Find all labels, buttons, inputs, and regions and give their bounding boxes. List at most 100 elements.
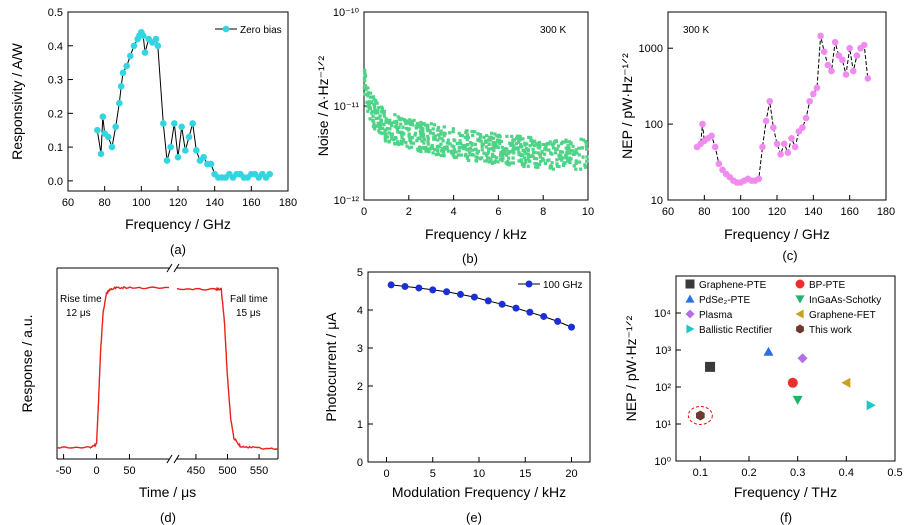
data-point: [470, 152, 475, 157]
legend-entry: Graphene-PTE: [699, 280, 767, 291]
data-point: [510, 161, 514, 165]
data-point: [517, 139, 521, 143]
data-point: [525, 147, 529, 151]
data-point: [503, 149, 507, 153]
data-point: [523, 141, 527, 145]
data-point: [464, 129, 468, 133]
data-point: [564, 138, 568, 142]
data-point: [482, 135, 486, 139]
data-point: [568, 151, 572, 155]
data-point: [363, 74, 368, 78]
data-point: [376, 110, 380, 115]
data-point: [367, 103, 371, 108]
data-point: [185, 133, 193, 141]
data-point: [529, 136, 533, 140]
data-point: [571, 152, 576, 157]
data-point: [119, 69, 127, 77]
data-point: [182, 147, 189, 154]
legend-marker: [685, 309, 695, 319]
data-point: [401, 131, 405, 135]
data-point: [515, 136, 519, 140]
data-point: [382, 122, 386, 127]
data-point: [540, 149, 544, 153]
data-point: [580, 146, 584, 150]
data-point: [549, 164, 553, 169]
data-point: [393, 113, 397, 117]
data-point: [555, 158, 559, 162]
data-point: [380, 107, 385, 111]
x-tick-label: 80: [698, 206, 710, 218]
data-point: [379, 131, 383, 135]
data-point: [474, 159, 479, 163]
data-point: [564, 156, 569, 160]
data-point: [422, 135, 426, 139]
data-point: [374, 124, 379, 128]
data-point: [513, 147, 518, 151]
data-point: [524, 160, 528, 164]
plot-frame: [363, 11, 589, 201]
data-point: [487, 160, 491, 164]
y-tick-label: 0.2: [48, 108, 63, 120]
data-point: [485, 134, 489, 138]
data-point: [504, 161, 508, 165]
data-point: [418, 146, 423, 150]
y-axis-label: Photocurrent / μA: [323, 312, 339, 422]
data-point: [538, 144, 542, 148]
data-point: [484, 297, 492, 305]
legend-entry: PdSe₂-PTE: [699, 295, 750, 306]
data-point: [526, 154, 531, 158]
data-point: [390, 137, 394, 141]
data-point: [802, 114, 810, 122]
data-point: [557, 153, 561, 157]
data-point: [511, 148, 515, 152]
data-point: [457, 290, 464, 298]
data-point: [550, 152, 554, 156]
data-point: [556, 144, 561, 148]
data-point: [410, 119, 414, 123]
y-tick-label: 3: [357, 343, 363, 355]
legend-entry: Graphene-FET: [809, 310, 876, 321]
data-point: [577, 146, 581, 150]
data-point: [441, 139, 445, 143]
data-point: [372, 97, 376, 102]
annotation: 300 K: [540, 25, 566, 36]
data-point: [755, 175, 763, 183]
data-point: [839, 56, 846, 64]
data-point: [495, 138, 500, 142]
data-point: [759, 143, 766, 151]
data-point: [367, 106, 371, 111]
data-point: [526, 308, 534, 316]
data-point: [406, 128, 411, 132]
data-point: [412, 118, 416, 123]
data-point: [578, 160, 582, 164]
data-point: [458, 139, 462, 143]
data-point: [559, 150, 563, 154]
legend-marker: [795, 309, 804, 319]
data-point: [584, 140, 588, 144]
data-point: [389, 132, 394, 136]
data-point: [551, 167, 555, 171]
data-point: [382, 114, 387, 118]
x-tick-label: 550: [250, 465, 268, 477]
response-trace-rise: [56, 285, 170, 449]
data-point: [408, 121, 412, 125]
data-point: [563, 161, 567, 165]
data-point: [544, 145, 548, 149]
data-point: [542, 142, 546, 147]
legend-marker: [222, 25, 230, 33]
data-point: [439, 132, 443, 136]
data-point: [544, 148, 548, 152]
data-point: [475, 151, 479, 155]
axis-break-mark: [173, 263, 180, 273]
data-point: [436, 149, 440, 153]
data-point: [528, 144, 532, 148]
data-point: [431, 131, 435, 135]
data-point: [478, 136, 482, 141]
data-point: [506, 159, 510, 163]
data-point: [582, 138, 586, 142]
data-point: [426, 142, 430, 146]
y-tick-label: 10⁻¹²: [334, 195, 360, 207]
data-point: [420, 139, 424, 143]
panel-label: (f): [780, 510, 792, 525]
y-tick-label: 0: [357, 457, 363, 469]
